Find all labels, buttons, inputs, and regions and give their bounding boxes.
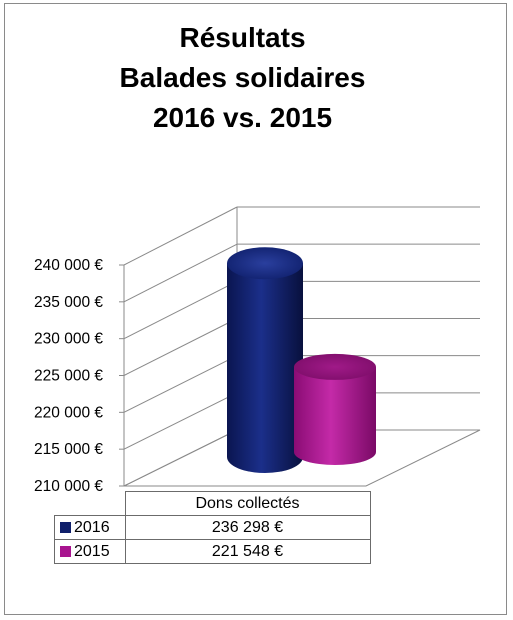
gridline-side (123, 206, 238, 266)
value-2016: 236 298 € (124, 515, 371, 540)
data-table-row-2016: 2016 236 298 € (54, 515, 371, 540)
data-table: Dons collectés 2016 236 298 € 2015 221 5… (54, 491, 371, 564)
y-axis-ticks: 210 000 € 215 000 € 220 000 € 225 000 € 230 … (34, 257, 103, 495)
legend-swatch-2016 (60, 521, 71, 533)
gridline-side (123, 392, 238, 450)
data-table-header-row: Dons collectés (54, 491, 371, 516)
gridline-side (123, 243, 238, 303)
title-line-1: Résultats (179, 22, 306, 53)
chart-bars (227, 247, 376, 473)
y-tick-label: 215 000 € (34, 441, 103, 458)
bar-top-2015 (294, 353, 376, 380)
gridline-side (123, 429, 238, 487)
value-2015: 221 548 € (124, 539, 371, 564)
category-label: Dons collectés (124, 491, 371, 516)
bar-2016 (227, 247, 303, 473)
bar-top-2016 (227, 247, 303, 280)
bar-body-2015 (294, 366, 376, 465)
y-tick-label: 225 000 € (34, 368, 103, 385)
chart-title: Résultats Balades solidaires 2016 vs. 20… (0, 18, 485, 138)
bar-body-2016 (227, 263, 303, 473)
y-tick-label: 230 000 € (34, 331, 103, 348)
legend-swatch-2015 (60, 545, 71, 557)
title-line-2: Balades solidaires (119, 62, 366, 93)
bar-2015 (294, 353, 376, 465)
gridline-side (123, 355, 238, 413)
gridline-side (123, 318, 238, 376)
y-tick-label: 220 000 € (34, 404, 103, 421)
title-line-3: 2016 vs. 2015 (152, 102, 333, 133)
data-table-row-2015: 2015 221 548 € (54, 539, 371, 564)
legend-label-2015: 2015 (74, 542, 110, 560)
chart-frame (4, 3, 507, 615)
y-tick-label: 210 000 € (34, 478, 103, 495)
y-tick-label: 235 000 € (34, 294, 103, 311)
legend-label-2016: 2016 (74, 518, 110, 536)
y-tick-label: 240 000 € (34, 257, 103, 274)
gridline-side (123, 280, 238, 340)
